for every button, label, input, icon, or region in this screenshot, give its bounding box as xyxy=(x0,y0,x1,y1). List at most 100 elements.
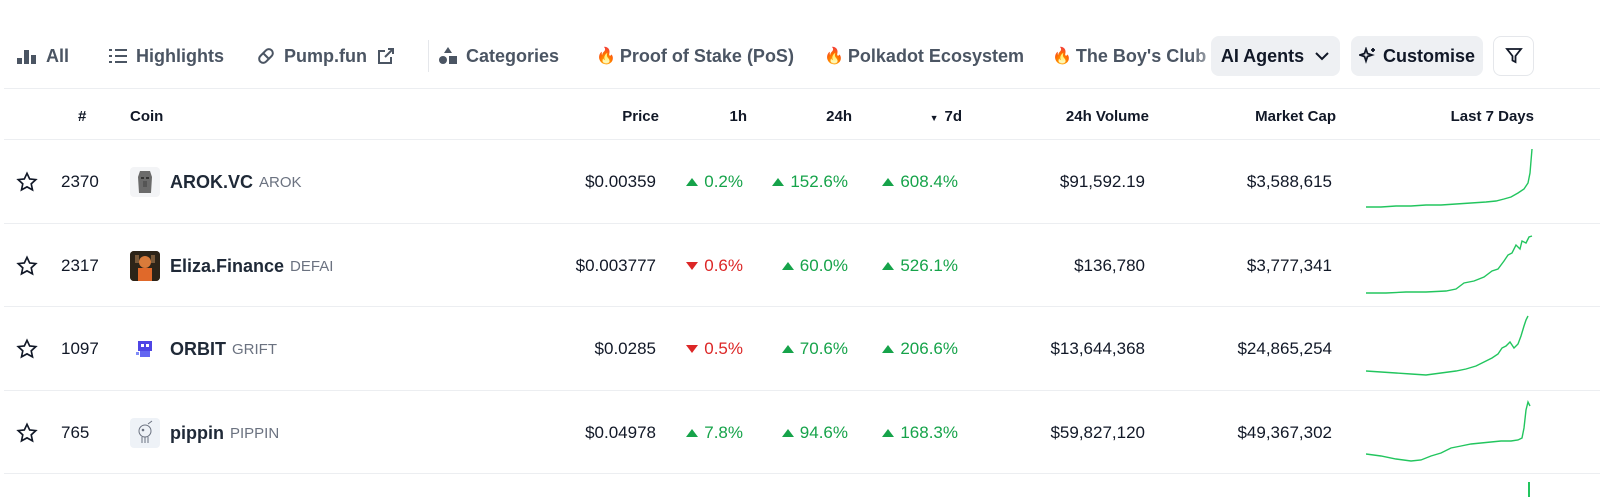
table-row[interactable]: 2317 Eliza.Finance DEFAI $0.003777 0.6% … xyxy=(0,223,1600,309)
coin-market-cap: $24,865,254 xyxy=(1237,339,1332,358)
col-24h-header[interactable]: 24h xyxy=(826,108,852,125)
col-1h-header[interactable]: 1h xyxy=(729,108,747,125)
unicorn-sketch-icon xyxy=(130,418,160,448)
change-7d: 608.4% xyxy=(860,139,958,225)
coin-link[interactable]: Eliza.Finance DEFAI xyxy=(130,223,333,309)
change-7d: 526.1% xyxy=(860,223,958,309)
customise-button[interactable]: Customise xyxy=(1351,36,1483,76)
up-arrow-icon xyxy=(781,429,794,437)
tab-categories-label: Categories xyxy=(466,45,560,66)
change-1h-value: 7.8% xyxy=(704,423,743,442)
table-row[interactable]: 1097 ORBIT GRIFT $0.0285 0.5% 70.6% 206.… xyxy=(0,306,1600,392)
divider xyxy=(4,139,1600,140)
sparkline xyxy=(1366,139,1534,225)
up-arrow-icon xyxy=(882,262,895,270)
star-icon[interactable] xyxy=(16,306,38,392)
coin-symbol: PIPPIN xyxy=(229,424,280,442)
up-arrow-icon xyxy=(781,345,794,353)
category-filter-bar: All Highlights Pump.fun Categories 🔥 Pro… xyxy=(0,28,1600,84)
tab-polkadot[interactable]: 🔥 Polkadot Ecosystem xyxy=(824,28,1024,84)
coin-market-cap: $3,588,615 xyxy=(1246,172,1332,191)
coin-volume: $59,827,120 xyxy=(1050,423,1145,442)
tab-highlights[interactable]: Highlights xyxy=(108,28,224,84)
up-arrow-icon xyxy=(882,178,895,186)
coin-rank: 2370 xyxy=(61,172,99,191)
tab-boys-club-label: The Boy's Club xyxy=(1075,45,1207,66)
coin-symbol: DEFAI xyxy=(290,257,334,275)
change-24h: 94.6% xyxy=(760,390,848,476)
change-1h: 0.5% xyxy=(660,306,743,392)
change-1h: 7.8% xyxy=(660,390,743,476)
pill-icon xyxy=(256,46,276,66)
col-market-cap-header[interactable]: Market Cap xyxy=(1255,108,1336,125)
ai-agents-dropdown[interactable]: AI Agents xyxy=(1211,36,1340,76)
coin-rank: 765 xyxy=(61,423,90,442)
coin-link[interactable]: ORBIT GRIFT xyxy=(130,306,277,392)
change-24h: 70.6% xyxy=(760,306,848,392)
table-row[interactable]: 2370 AROK.VC AROK $0.00359 0.2% 152.6% 6… xyxy=(0,139,1600,225)
col-last7-header: Last 7 Days xyxy=(1450,108,1534,125)
coin-rank: 2317 xyxy=(61,256,99,275)
change-1h-value: 0.2% xyxy=(704,172,743,191)
coin-volume: $136,780 xyxy=(1074,256,1145,275)
sort-desc-icon: ▼ xyxy=(929,113,939,123)
shapes-icon xyxy=(438,46,458,66)
sparkline xyxy=(1366,223,1534,309)
tab-pos-label: Proof of Stake (PoS) xyxy=(619,45,794,66)
coin-market-cap: $49,367,302 xyxy=(1237,423,1332,442)
col-7d-header[interactable]: ▼ 7d xyxy=(900,108,962,125)
tab-polkadot-label: Polkadot Ecosystem xyxy=(847,45,1024,66)
change-7d: 206.6% xyxy=(860,306,958,392)
tab-divider xyxy=(428,40,429,72)
tab-categories[interactable]: Categories xyxy=(438,28,559,84)
col-price-header[interactable]: Price xyxy=(622,108,659,125)
tab-boys-club[interactable]: 🔥 The Boy's Club xyxy=(1052,28,1206,84)
up-arrow-icon xyxy=(882,429,895,437)
col-volume-header[interactable]: 24h Volume xyxy=(1065,108,1149,125)
coin-symbol: AROK xyxy=(259,173,302,191)
change-1h: 0.2% xyxy=(660,139,743,225)
fire-icon: 🔥 xyxy=(1052,48,1072,65)
tab-highlights-label: Highlights xyxy=(136,45,224,66)
moai-statue-icon xyxy=(130,167,160,197)
coin-price: $0.04978 xyxy=(585,423,656,442)
col-coin-header[interactable]: Coin xyxy=(130,108,164,125)
filter-button[interactable] xyxy=(1493,36,1534,76)
star-icon[interactable] xyxy=(16,139,38,225)
sparkline-peek xyxy=(1528,482,1530,497)
divider xyxy=(4,390,1600,391)
change-7d-value: 206.6% xyxy=(900,339,958,358)
external-link-icon xyxy=(377,47,395,65)
coin-link[interactable]: pippin PIPPIN xyxy=(130,390,279,476)
sparkline xyxy=(1366,390,1534,476)
change-7d-value: 608.4% xyxy=(900,172,958,191)
down-arrow-icon xyxy=(686,262,699,270)
up-arrow-icon xyxy=(781,262,794,270)
coin-volume: $13,644,368 xyxy=(1050,339,1145,358)
change-1h: 0.6% xyxy=(660,223,743,309)
tab-pumpfun[interactable]: Pump.fun xyxy=(256,28,395,84)
coin-name: Eliza.Finance xyxy=(170,255,285,276)
tab-all[interactable]: All xyxy=(16,28,69,84)
customise-label: Customise xyxy=(1382,45,1476,66)
col-7d-label: 7d xyxy=(944,108,962,125)
chart-bars-icon xyxy=(16,46,38,66)
table-row[interactable]: 765 pippin PIPPIN $0.04978 7.8% 94.6% 16… xyxy=(0,390,1600,476)
coin-name: pippin xyxy=(170,422,224,443)
change-7d: 168.3% xyxy=(860,390,958,476)
coin-price: $0.00359 xyxy=(585,172,656,191)
coin-link[interactable]: AROK.VC AROK xyxy=(130,139,302,225)
tab-all-label: All xyxy=(46,45,70,66)
star-icon[interactable] xyxy=(16,390,38,476)
star-icon[interactable] xyxy=(16,223,38,309)
col-rank-header[interactable]: # xyxy=(78,108,87,125)
fire-icon: 🔥 xyxy=(596,48,616,65)
change-24h-value: 152.6% xyxy=(790,172,848,191)
list-icon xyxy=(108,47,128,65)
up-arrow-icon xyxy=(882,345,895,353)
change-1h-value: 0.5% xyxy=(704,339,743,358)
change-1h-value: 0.6% xyxy=(704,256,743,275)
divider xyxy=(4,306,1600,307)
fire-icon: 🔥 xyxy=(824,48,844,65)
tab-proof-of-stake[interactable]: 🔥 Proof of Stake (PoS) xyxy=(596,28,794,84)
